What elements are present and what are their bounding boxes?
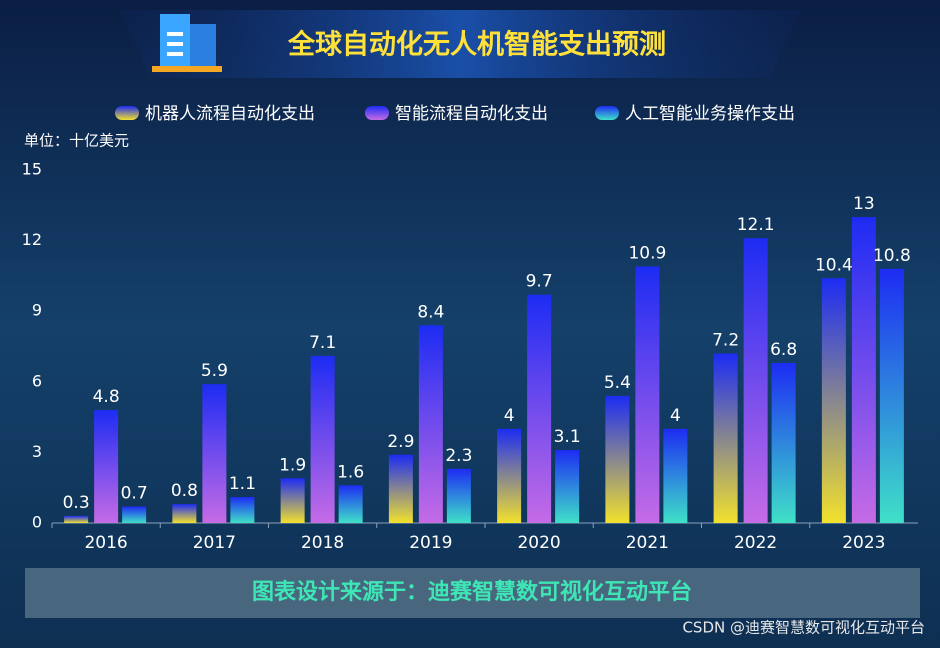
bar bbox=[713, 353, 738, 523]
bar bbox=[605, 395, 630, 523]
value-label: 10.4 bbox=[815, 255, 853, 275]
legend-label: 智能流程自动化支出 bbox=[395, 104, 548, 124]
unit-label: 单位：十亿美元 bbox=[24, 132, 129, 150]
x-tick-label: 2017 bbox=[193, 533, 236, 553]
value-label: 2.3 bbox=[445, 446, 472, 466]
y-tick-label: 0 bbox=[32, 513, 42, 532]
x-tick-label: 2023 bbox=[842, 533, 885, 553]
bar bbox=[202, 384, 227, 523]
legend-swatch bbox=[115, 106, 139, 120]
bar bbox=[280, 478, 305, 523]
legend-label: 人工智能业务操作支出 bbox=[625, 104, 795, 124]
chart-title: 全球自动化无人机智能支出预测 bbox=[287, 29, 666, 61]
y-tick-label: 3 bbox=[32, 442, 42, 461]
y-tick-label: 9 bbox=[32, 301, 42, 320]
value-label: 10.8 bbox=[873, 246, 911, 266]
value-label: 9.7 bbox=[526, 272, 553, 292]
value-label: 13 bbox=[853, 194, 875, 214]
bar bbox=[851, 217, 876, 524]
value-label: 5.4 bbox=[604, 373, 631, 393]
value-label: 2.9 bbox=[387, 432, 414, 452]
x-tick-label: 2022 bbox=[734, 533, 777, 553]
bar bbox=[418, 325, 443, 523]
x-tick-label: 2021 bbox=[626, 533, 669, 553]
bar bbox=[172, 504, 197, 523]
value-label: 3.1 bbox=[554, 427, 581, 447]
x-tick-label: 2016 bbox=[84, 533, 127, 553]
bar bbox=[338, 485, 363, 523]
bar bbox=[310, 355, 335, 523]
bar bbox=[635, 266, 660, 523]
legend-label: 机器人流程自动化支出 bbox=[145, 104, 315, 124]
value-label: 0.3 bbox=[63, 493, 90, 513]
value-label: 0.7 bbox=[121, 484, 148, 504]
legend-swatch bbox=[365, 106, 389, 120]
bar bbox=[663, 428, 688, 523]
value-label: 6.8 bbox=[770, 340, 797, 360]
value-label: 7.1 bbox=[309, 333, 336, 353]
value-label: 5.9 bbox=[201, 361, 228, 381]
bar bbox=[230, 497, 255, 523]
value-label: 4.8 bbox=[93, 387, 120, 407]
value-label: 7.2 bbox=[712, 331, 739, 351]
value-label: 10.9 bbox=[628, 243, 666, 263]
bar bbox=[743, 238, 768, 523]
value-label: 1.1 bbox=[229, 474, 256, 494]
bar bbox=[446, 468, 471, 523]
bar bbox=[497, 428, 522, 523]
bar bbox=[527, 294, 552, 523]
footer: 图表设计来源于：迪赛智慧数可视化互动平台 bbox=[252, 579, 692, 605]
x-tick-label: 2020 bbox=[517, 533, 560, 553]
bar bbox=[771, 362, 796, 523]
footer-box bbox=[25, 568, 920, 618]
title-banner bbox=[120, 10, 800, 78]
value-label: 12.1 bbox=[737, 215, 775, 235]
value-label: 1.9 bbox=[279, 455, 306, 475]
value-label: 0.8 bbox=[171, 481, 198, 501]
bar bbox=[821, 278, 846, 523]
x-tick-label: 2019 bbox=[409, 533, 452, 553]
y-tick-label: 12 bbox=[22, 230, 42, 249]
value-label: 4 bbox=[670, 406, 681, 426]
bar bbox=[388, 454, 413, 523]
bar bbox=[64, 515, 89, 523]
bar bbox=[94, 410, 119, 523]
y-tick-label: 6 bbox=[32, 371, 42, 390]
title-icon bbox=[152, 14, 222, 72]
value-label: 4 bbox=[504, 406, 515, 426]
watermark: CSDN @迪赛智慧数可视化互动平台 bbox=[682, 619, 925, 637]
value-label: 8.4 bbox=[417, 302, 444, 322]
legend-swatch bbox=[595, 106, 619, 120]
x-tick-label: 2018 bbox=[301, 533, 344, 553]
bar bbox=[122, 506, 147, 523]
y-tick-label: 15 bbox=[22, 160, 42, 179]
value-label: 1.6 bbox=[337, 462, 364, 482]
bar bbox=[555, 450, 580, 523]
bar bbox=[879, 268, 904, 523]
